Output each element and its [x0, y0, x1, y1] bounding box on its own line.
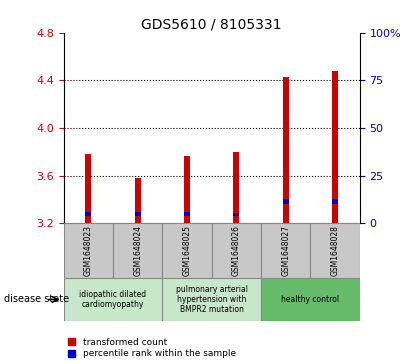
Bar — [212, 223, 261, 278]
Bar — [162, 278, 261, 321]
Text: GSM1648025: GSM1648025 — [182, 225, 192, 276]
Bar — [310, 223, 360, 278]
Bar — [261, 278, 360, 321]
Text: GSM1648027: GSM1648027 — [281, 225, 290, 276]
Bar — [64, 223, 113, 278]
Title: GDS5610 / 8105331: GDS5610 / 8105331 — [141, 17, 282, 32]
Bar — [332, 199, 338, 204]
Bar — [113, 223, 162, 278]
Bar — [184, 156, 190, 223]
Bar — [233, 152, 239, 223]
Bar — [184, 212, 190, 216]
Text: GSM1648028: GSM1648028 — [330, 225, 339, 276]
Bar — [85, 154, 91, 223]
Bar — [332, 71, 338, 223]
Bar — [64, 278, 162, 321]
Text: GSM1648024: GSM1648024 — [133, 225, 142, 276]
Text: idiopathic dilated
cardiomyopathy: idiopathic dilated cardiomyopathy — [79, 290, 147, 309]
Legend: transformed count, percentile rank within the sample: transformed count, percentile rank withi… — [68, 338, 236, 359]
Bar — [85, 212, 91, 216]
Bar — [283, 199, 289, 204]
Text: healthy control: healthy control — [281, 295, 339, 304]
Text: pulmonary arterial
hypertension with
BMPR2 mutation: pulmonary arterial hypertension with BMP… — [175, 285, 248, 314]
Bar — [162, 223, 212, 278]
Text: disease state: disease state — [4, 294, 69, 305]
Text: GSM1648026: GSM1648026 — [232, 225, 241, 276]
Bar — [135, 178, 141, 223]
Text: GSM1648023: GSM1648023 — [84, 225, 93, 276]
Bar — [283, 77, 289, 223]
Bar — [135, 212, 141, 216]
Bar — [261, 223, 310, 278]
Bar — [233, 212, 239, 216]
